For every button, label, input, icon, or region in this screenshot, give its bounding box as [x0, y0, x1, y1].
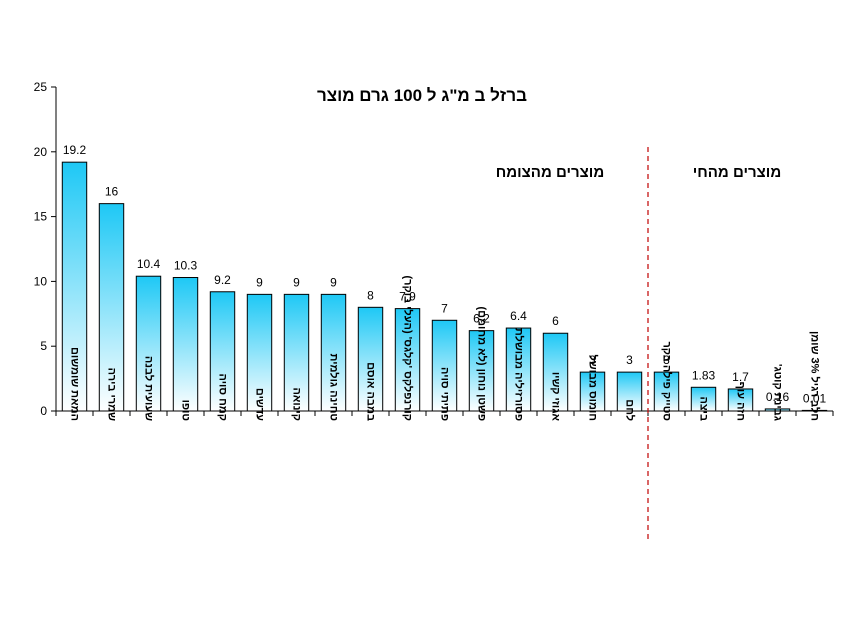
bar [209, 291, 236, 412]
bar [394, 308, 421, 412]
category-label: שעועית לבנה [143, 356, 156, 421]
category-label: חזה עוף [735, 381, 747, 421]
category-label: פתיתי סויה [439, 367, 451, 421]
group-label-animals: מוצרים מהחי [693, 164, 781, 181]
data-label: 6.2 [473, 312, 490, 326]
data-label: 1.83 [692, 368, 716, 382]
data-label: 9 [256, 275, 263, 289]
y-tick-label: 5 [40, 339, 47, 353]
bar [542, 332, 569, 412]
data-label: 0.16 [766, 390, 790, 404]
bar [431, 319, 458, 412]
bar [135, 275, 162, 412]
category-label: חלב רגיל 3% שומן [809, 331, 822, 421]
bar [246, 293, 273, 412]
category-label: המאת שומשום [69, 347, 81, 421]
category-label: פסורזיליה מבושלת [513, 328, 526, 421]
category-label: לחם [624, 399, 637, 421]
y-tick-label: 0 [40, 404, 47, 418]
data-label: 7 [441, 301, 448, 315]
category-label: עדשים [254, 388, 266, 421]
group-label-plants: מוצרים מהצומח [496, 164, 604, 181]
category-label: סטייק פילה בקר [661, 341, 674, 421]
chart-title: ברזל ב מ"ג ל 100 גרם מוצר [317, 86, 527, 105]
bar [653, 371, 680, 412]
bar [801, 409, 828, 412]
category-label: פשטן נוחון (לא מחומם) [476, 306, 489, 421]
data-label: 10.3 [174, 259, 198, 273]
category-label: שמרי בירה [106, 368, 118, 422]
data-label: 1.7 [732, 370, 749, 384]
category-label: קורנפלקס 'קלגס' (העלי בוקר) [402, 276, 415, 422]
bar [61, 161, 88, 412]
data-label: 6 [552, 314, 559, 328]
category-label: קמח סויה [217, 374, 229, 421]
bar [320, 293, 347, 412]
category-label: טחינה גולמית [328, 354, 341, 421]
category-label: במבה אוסם [365, 362, 377, 421]
category-label: גבינת קוטג' [772, 364, 784, 421]
data-label: 19.2 [63, 143, 87, 157]
y-tick-label: 10 [34, 274, 48, 288]
data-label: 7.9 [399, 290, 416, 304]
data-label: 9.2 [214, 273, 231, 287]
data-label: 3 [626, 353, 633, 367]
category-label: טופו [180, 400, 192, 421]
bar [98, 203, 125, 412]
data-label: 0.01 [803, 391, 827, 405]
data-label: 3 [589, 353, 596, 367]
bars-layer [61, 161, 828, 412]
data-label: 6.4 [510, 309, 527, 323]
y-tick-label: 25 [34, 80, 48, 94]
y-tick-label: 20 [34, 145, 48, 159]
bar [764, 408, 791, 412]
data-label: 3 [663, 353, 670, 367]
category-label: קינואה [291, 387, 303, 421]
bar [357, 306, 384, 412]
category-label: אגוזי קשיו [550, 372, 562, 422]
data-label: 9 [293, 275, 300, 289]
bar [690, 386, 717, 412]
category-label: ביצה [698, 397, 710, 422]
bar [172, 277, 199, 412]
bar [727, 388, 754, 412]
labels-layer: 19.2 המאת שומשום 16 שמרי בירה 10.4 שעועית לבנ… [63, 143, 827, 421]
y-tick-label: 15 [34, 210, 48, 224]
data-label: 10.4 [137, 257, 161, 271]
bar [505, 327, 532, 412]
bar [468, 330, 495, 412]
data-label: 16 [105, 185, 119, 199]
bar [283, 293, 310, 412]
bar [616, 371, 643, 412]
data-label: 8 [367, 288, 374, 302]
data-label: 9 [330, 275, 337, 289]
category-label: חומוס מבושל [587, 354, 600, 421]
bar [579, 371, 606, 412]
